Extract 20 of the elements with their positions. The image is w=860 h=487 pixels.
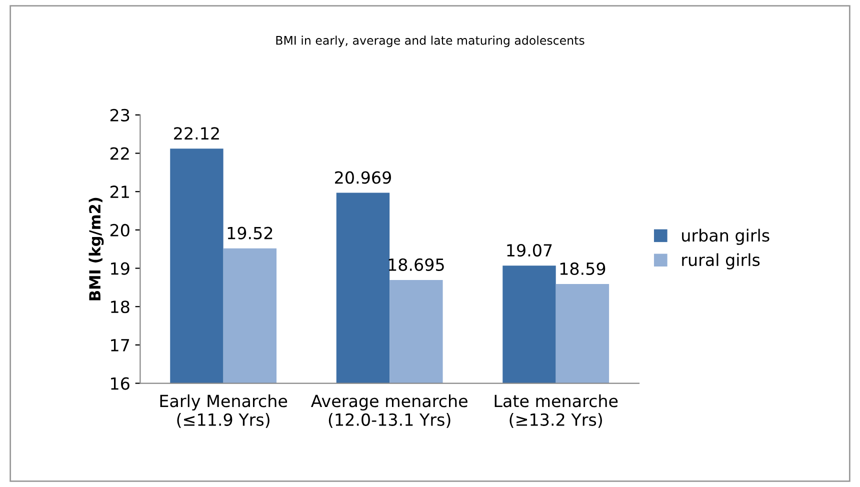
- chart-title: BMI in early, average and late maturing adolescents: [276, 36, 584, 48]
- x-tick-label: Average menarche (12.0-13.1 Yrs): [310, 394, 468, 428]
- y-tick-label: 23: [110, 108, 130, 122]
- y-axis-title: BMI (kg/m2): [88, 198, 104, 300]
- y-tick-label: 19: [111, 262, 130, 275]
- data-label: 18.59: [560, 262, 606, 276]
- y-tick-label: 16: [111, 377, 130, 390]
- legend-label: urban girls: [682, 228, 770, 245]
- y-tick-label: 21: [110, 186, 129, 198]
- data-label: 22.12: [174, 127, 219, 140]
- legend-label: rural girls: [682, 253, 760, 270]
- y-tick-label: 22: [110, 147, 129, 160]
- data-label: 20.969: [335, 171, 391, 184]
- y-tick-label: 18: [111, 300, 130, 314]
- data-label: 19.52: [228, 226, 272, 240]
- y-tick-label: 20: [110, 224, 130, 237]
- x-tick-label: Late menarche (≥13.2 Yrs): [494, 394, 618, 428]
- x-tick-label: Early Menarche (≤11.9 Yrs): [160, 394, 288, 428]
- y-tick-label: 17: [111, 339, 130, 352]
- data-label: 19.07: [507, 244, 552, 257]
